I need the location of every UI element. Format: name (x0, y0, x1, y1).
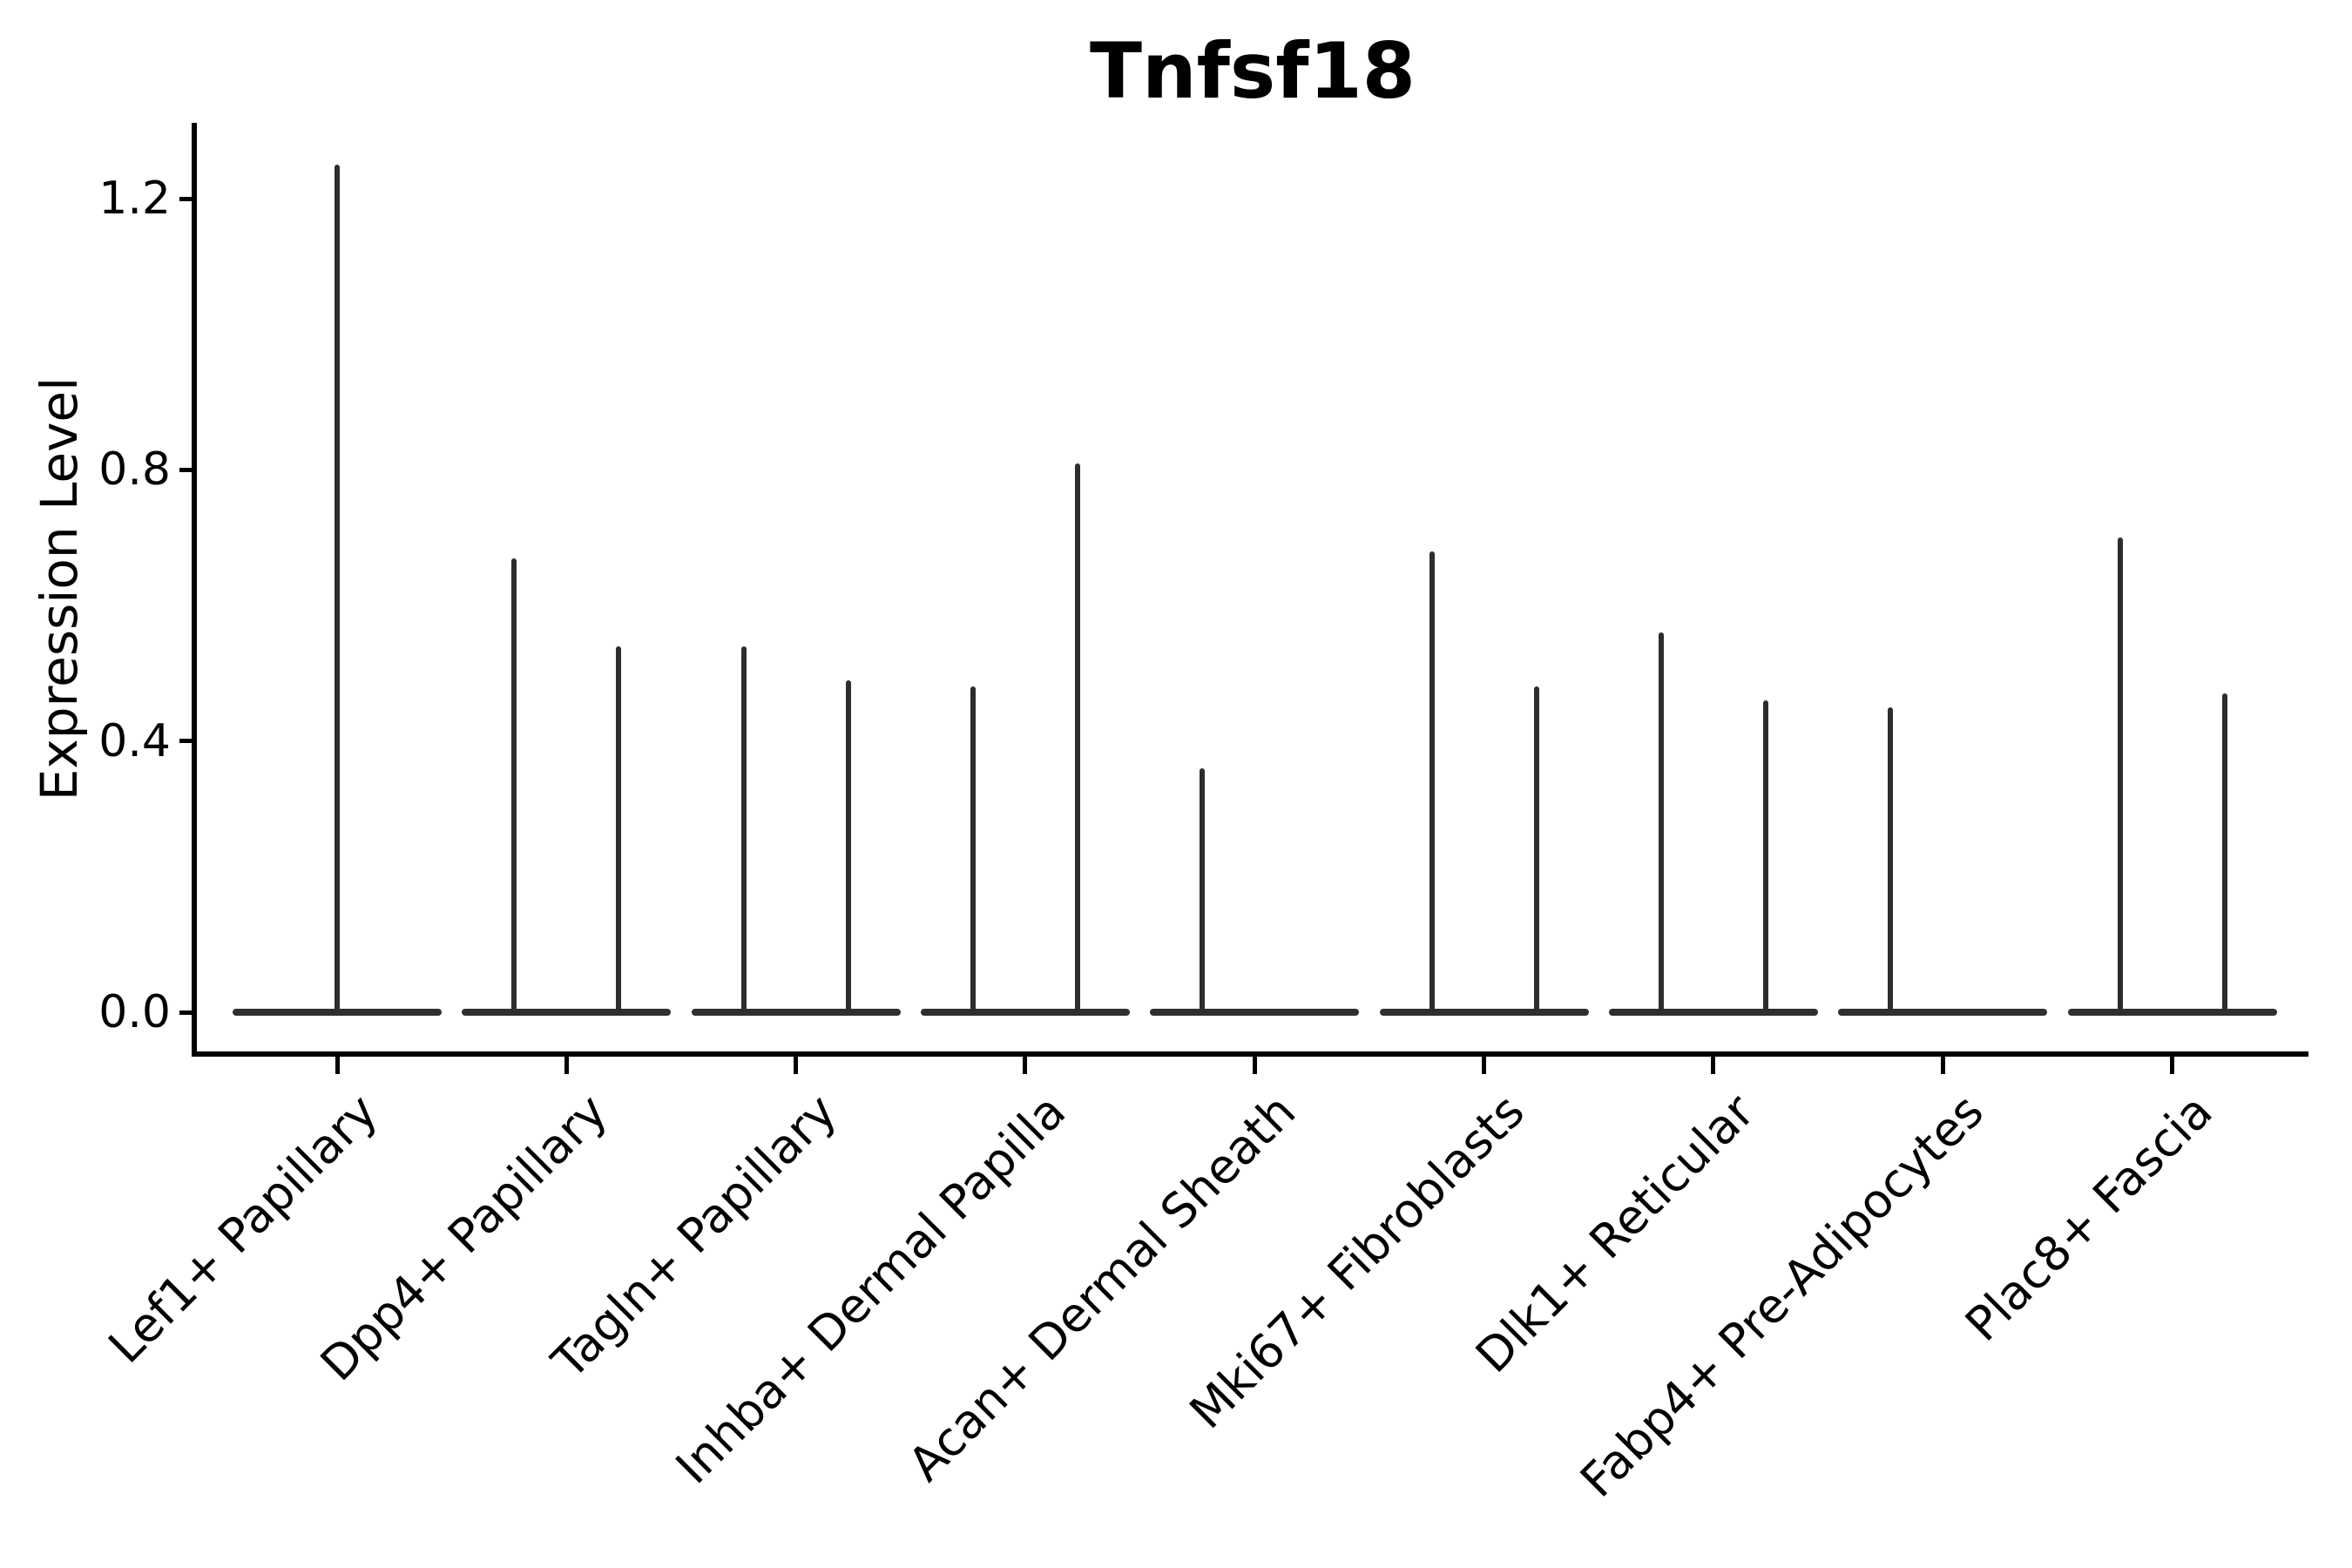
violin-spike (616, 645, 622, 1012)
violin-spike (1888, 706, 1894, 1012)
x-tick-label: Acan+ Dermal Sheath (897, 1084, 1306, 1492)
violin-spike (1200, 767, 1206, 1012)
x-tick-mark (335, 1057, 340, 1074)
y-tick-mark (179, 196, 193, 201)
violin-base (233, 1009, 442, 1016)
x-tick-label: Plac8+ Fascia (1955, 1084, 2224, 1352)
y-tick-label: 0.8 (98, 443, 171, 497)
violin-spike (1658, 632, 1664, 1012)
x-tick-mark (1252, 1057, 1257, 1074)
violin-spike (1762, 700, 1768, 1012)
violin-spike (335, 165, 340, 1012)
violin-spike (1429, 551, 1435, 1012)
x-tick-mark (564, 1057, 569, 1074)
violin-spike (1074, 463, 1080, 1012)
violin-spike (845, 679, 851, 1012)
violin-spike (511, 558, 517, 1012)
y-tick-label: 0.0 (98, 986, 171, 1038)
x-tick-mark (1940, 1057, 1945, 1074)
violin-base (462, 1009, 672, 1016)
violin-base (920, 1009, 1130, 1016)
violin-spike (2117, 537, 2123, 1012)
y-axis-spine (192, 123, 197, 1057)
x-tick-mark (1482, 1057, 1487, 1074)
x-tick-mark (1023, 1057, 1028, 1074)
x-tick-mark (2170, 1057, 2175, 1074)
y-tick-label: 1.2 (98, 172, 171, 226)
violin-base (1838, 1009, 2048, 1016)
x-tick-mark (794, 1057, 799, 1074)
chart-title: Tnfsf18 (1089, 26, 1416, 116)
violin-spike (1533, 686, 1539, 1012)
y-tick-mark (179, 1010, 193, 1015)
violin-base (1379, 1009, 1589, 1016)
violin-spike (970, 686, 976, 1012)
y-tick-mark (179, 467, 193, 472)
x-axis-spine (192, 1051, 2308, 1057)
x-tick-label: Inhba+ Dermal Papilla (666, 1084, 1077, 1495)
violin-spike (2221, 693, 2227, 1012)
x-tick-mark (1711, 1057, 1716, 1074)
violin-base (2067, 1009, 2277, 1016)
violin-base (1150, 1009, 1360, 1016)
y-tick-label: 0.4 (98, 714, 171, 767)
x-tick-label: Fabp4+ Pre-Adipocytes (1570, 1084, 1994, 1508)
violin-base (1608, 1009, 1818, 1016)
violin-spike (740, 645, 747, 1012)
y-tick-mark (179, 739, 193, 744)
violin-base (691, 1009, 901, 1016)
